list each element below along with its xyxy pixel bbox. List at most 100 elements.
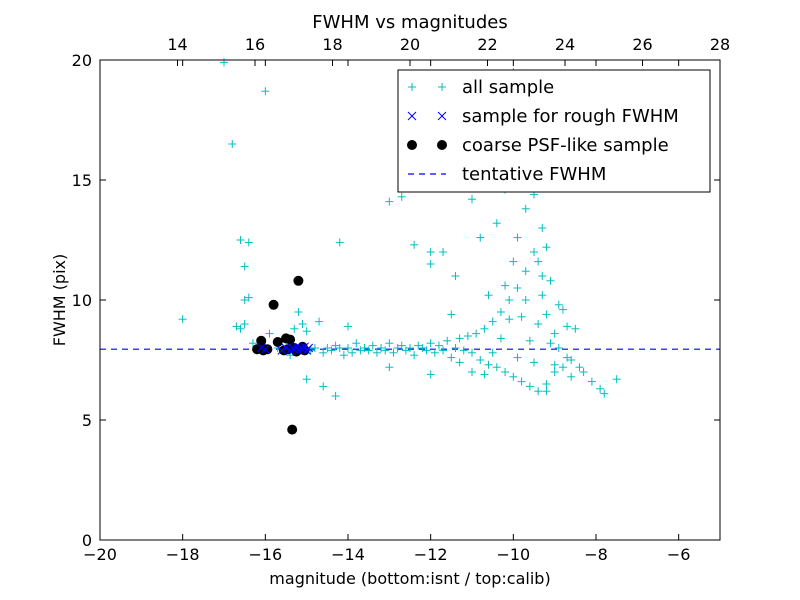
all-sample-point [335,238,344,247]
rough-fwhm-point-b [277,346,287,355]
x-tick-label: −16 [248,545,282,564]
all-sample-point [476,356,485,364]
all-sample-point [385,363,394,372]
all-sample-point [546,339,555,348]
x-tick-label: −10 [496,545,530,564]
all-sample-point [335,344,344,352]
legend-label: sample for rough FWHM [462,106,679,127]
all-sample-point [496,308,505,316]
all-sample-point [426,339,435,348]
all-sample-point [596,384,605,393]
all-sample-point [587,377,596,386]
all-sample-point [344,322,352,331]
all-sample-point [468,368,476,376]
all-sample-point [455,334,464,343]
all-sample-point [331,392,340,400]
legend-entry: tentative FWHM [408,164,606,185]
all-sample-point [513,233,522,242]
rough-fwhm-point [260,344,270,354]
all-sample-point [310,344,319,352]
rough-fwhm-point [277,346,287,355]
all-sample-point [509,372,518,381]
legend-marker-plus [438,83,446,91]
rough-fwhm-point [281,343,291,353]
all-sample-point [439,248,448,256]
all-sample-point [468,195,476,204]
all-sample-point [319,382,328,391]
x-tick-label: −8 [584,545,608,564]
all-sample-point [356,346,365,355]
top-tick-label: 26 [632,35,652,54]
legend-marker-x-b [437,111,447,121]
all-sample-point [397,341,406,350]
all-sample-point [298,320,307,328]
all-sample-point [364,346,373,355]
all-sample-point [451,272,460,280]
psf-like-point [285,334,296,345]
rough-fwhm-point-b [304,343,314,353]
top-x-axis: 14 16 18 20 22 24 26 28 [167,35,730,66]
legend-marker-plus [408,83,416,91]
all-sample-point [315,317,324,326]
all-sample-point [554,344,563,352]
all-sample-point [451,344,460,352]
psf-like-point [293,275,304,286]
all-sample-point [517,377,526,386]
all-sample-point [327,346,336,355]
all-sample-point [484,360,493,369]
legend-label: tentative FWHM [462,164,606,185]
y-tick-label: 5 [82,411,92,430]
all-sample-point [534,387,543,396]
legend: all sample sample for rough FWHM coarse PS… [397,69,711,193]
all-sample-point [401,346,410,355]
all-sample-point [385,197,394,206]
all-sample-point [488,348,497,357]
all-sample-point [443,336,452,345]
all-sample-point [447,353,456,362]
all-sample-point [228,140,237,148]
y-tick-label: 20 [72,51,92,70]
y-axis-label: FWHM (pix) [50,254,69,347]
all-sample-point [178,315,187,324]
all-sample-point [372,348,381,357]
all-sample-point [302,327,311,336]
all-sample-point [558,305,567,314]
all-sample-point [600,389,609,398]
all-sample-point [550,329,559,338]
chart-title: FWHM vs magnitudes [312,12,507,33]
psf-like-point [256,335,267,346]
all-sample-point [447,310,456,319]
bottom-x-axis: −20 −18 −16 −14 −12 −10 −8 −6 [83,60,690,564]
all-sample-point [290,324,299,333]
all-sample-point [463,332,472,340]
all-sample-point [525,336,534,345]
top-tick-label: 22 [477,35,497,54]
all-sample-point [554,300,563,309]
y-tick-label: 10 [72,291,92,310]
all-sample-point [546,276,555,285]
y-axis: 0 5 10 15 20 [72,51,720,550]
legend-label: all sample [462,77,554,98]
all-sample-point [439,346,448,355]
all-sample-point [397,192,406,201]
all-sample-point [492,219,501,228]
legend-entry: all sample [408,77,554,98]
all-sample-point [434,341,443,350]
rough-fwhm-point-b [256,343,266,353]
all-sample-point [542,387,551,396]
all-sample-point [410,351,419,360]
all-sample-point [430,348,439,357]
all-sample-point [418,344,427,352]
all-sample-point [331,341,340,350]
all-sample-point [534,257,543,266]
all-sample-point [563,322,572,331]
all-sample-point [236,324,245,333]
all-sample-point [542,380,551,388]
all-sample-point [455,358,464,367]
axes-frame [99,59,721,541]
all-sample-point [348,348,357,357]
all-sample-point [567,372,576,381]
all-sample-point [426,248,435,256]
all-sample-point [521,296,530,304]
